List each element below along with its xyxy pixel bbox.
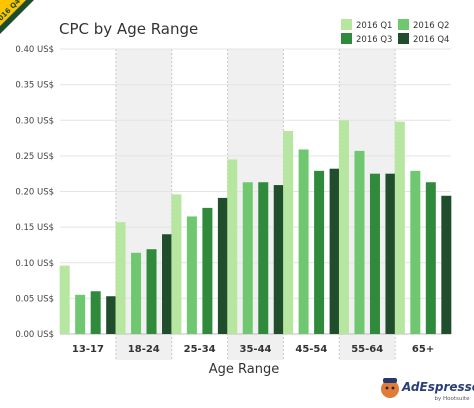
- badge-ribbon-edge: [0, 0, 34, 34]
- bar-35-44-2016-q3: [258, 182, 269, 334]
- brand-sub: by Hootsuite: [435, 396, 471, 402]
- bar-55-64-2016-q3: [369, 173, 380, 334]
- legend-label-2016-q1: 2016 Q1: [356, 21, 392, 31]
- bar-65-2016-q4: [441, 195, 452, 334]
- adespresso-logo: AdEspresso by Hootsuite: [381, 378, 474, 402]
- y-tick-label: 0.15 US$: [15, 223, 54, 233]
- bars: [59, 120, 452, 334]
- bar-65-2016-q1: [394, 121, 405, 334]
- chart-title: CPC by Age Range: [59, 20, 198, 38]
- bar-55-64-2016-q1: [338, 120, 349, 334]
- bar-45-54-2016-q4: [329, 168, 340, 334]
- y-tick-label: 0.05 US$: [15, 294, 54, 304]
- y-tick-label: 0.25 US$: [15, 152, 54, 162]
- bar-25-34-2016-q4: [217, 197, 228, 334]
- y-tick-label: 0.30 US$: [15, 116, 54, 126]
- bar-45-54-2016-q3: [314, 170, 325, 334]
- bar-18-24-2016-q3: [146, 249, 157, 334]
- bar-65-2016-q2: [410, 170, 421, 334]
- bar-13-17-2016-q3: [90, 291, 101, 334]
- x-tick-18-24: 18-24: [128, 344, 160, 355]
- y-axis-ticks: 0.00 US$ 0.05 US$ 0.10 US$ 0.15 US$ 0.20 US$…: [15, 45, 54, 340]
- bar-65-2016-q3: [425, 182, 436, 334]
- x-tick-45-54: 45-54: [295, 344, 327, 355]
- legend-label-2016-q3: 2016 Q3: [356, 35, 392, 45]
- legend-swatch-2016-q4: [398, 33, 409, 44]
- bar-25-34-2016-q3: [202, 207, 213, 334]
- x-tick-35-44: 35-44: [240, 344, 272, 355]
- y-tick-label: 0.35 US$: [15, 81, 54, 91]
- bar-13-17-2016-q2: [75, 294, 86, 334]
- bar-35-44-2016-q4: [273, 185, 284, 334]
- bar-13-17-2016-q4: [106, 296, 117, 334]
- bar-25-34-2016-q1: [171, 194, 182, 334]
- bar-13-17-2016-q1: [59, 265, 70, 334]
- x-axis-ticks: 13-17 18-24 25-34 35-44 45-54 55-64 65+: [72, 344, 434, 355]
- bar-55-64-2016-q2: [354, 150, 365, 334]
- mascot-icon: [381, 380, 399, 398]
- legend-label-2016-q2: 2016 Q2: [413, 21, 449, 31]
- update-badge: 2016 Q4 Update: [0, 0, 34, 34]
- bar-18-24-2016-q1: [115, 222, 126, 334]
- bar-45-54-2016-q1: [283, 130, 294, 334]
- bar-18-24-2016-q2: [131, 252, 142, 334]
- legend-label-2016-q4: 2016 Q4: [413, 35, 449, 45]
- x-tick-65: 65+: [412, 344, 434, 355]
- x-tick-13-17: 13-17: [72, 344, 104, 355]
- x-axis-label: Age Range: [209, 362, 279, 377]
- bar-25-34-2016-q2: [186, 216, 197, 334]
- bar-18-24-2016-q4: [162, 234, 173, 334]
- y-tick-label: 0.10 US$: [15, 259, 54, 269]
- y-tick-label: 0.40 US$: [15, 45, 54, 55]
- shaded-bands: [115, 49, 396, 360]
- legend-swatch-2016-q1: [341, 19, 352, 30]
- y-tick-label: 0.00 US$: [15, 330, 54, 340]
- x-tick-25-34: 25-34: [184, 344, 216, 355]
- brand-name: AdEspresso: [401, 380, 474, 394]
- legend-swatch-2016-q3: [341, 33, 352, 44]
- y-tick-label: 0.20 US$: [15, 188, 54, 198]
- mascot-hat-icon: [383, 378, 397, 383]
- legend-swatch-2016-q2: [398, 19, 409, 30]
- bar-55-64-2016-q4: [385, 173, 396, 334]
- bar-35-44-2016-q1: [227, 159, 238, 334]
- bar-35-44-2016-q2: [242, 182, 253, 334]
- bar-45-54-2016-q2: [298, 149, 309, 334]
- legend: 2016 Q1 2016 Q2 2016 Q3 2016 Q4: [341, 19, 449, 45]
- x-tick-55-64: 55-64: [351, 344, 383, 355]
